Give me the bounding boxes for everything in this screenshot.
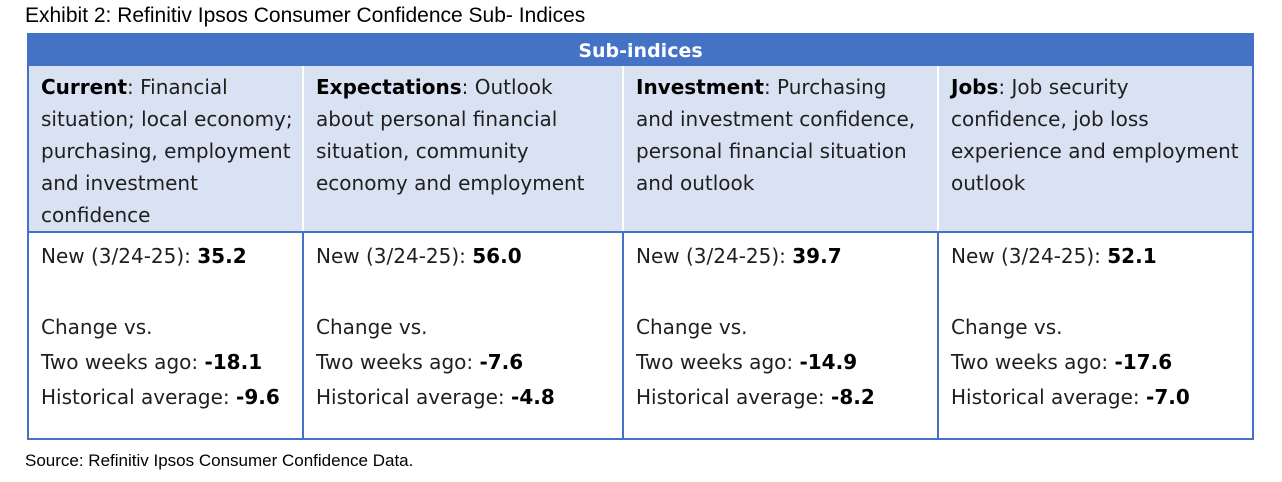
- source-note: Source: Refinitiv Ipsos Consumer Confide…: [25, 451, 414, 470]
- historical-line: Historical average: -7.0: [951, 380, 1248, 415]
- description-row: Current: Financial situation; local econ…: [29, 66, 1252, 233]
- historical-line: Historical average: -8.2: [636, 380, 933, 415]
- new-value-line: New (3/24-25): 35.2: [41, 239, 298, 274]
- change-label: Change vs.: [41, 315, 153, 339]
- sub-indices-table: Sub-indices Current: Financial situation…: [27, 33, 1254, 440]
- change-label: Change vs.: [316, 315, 428, 339]
- historical-label: Historical average:: [951, 385, 1147, 409]
- two-weeks-value: -17.6: [1114, 350, 1173, 374]
- historical-value: -4.8: [511, 385, 555, 409]
- index-description: : Purchasing and investment confidence, …: [636, 75, 916, 195]
- index-description: : Financial situation; local economy; pu…: [41, 75, 293, 227]
- table-header-row: Sub-indices: [29, 35, 1252, 66]
- new-label: New (3/24-25):: [636, 244, 793, 268]
- historical-line: Historical average: -4.8: [316, 380, 618, 415]
- two-weeks-value: -18.1: [204, 350, 263, 374]
- index-description: : Job security confidence, job loss expe…: [951, 75, 1239, 195]
- historical-value: -9.6: [236, 385, 280, 409]
- value-cell-expectations: New (3/24-25): 56.0 Change vs. Two weeks…: [302, 232, 623, 438]
- new-value: 39.7: [792, 244, 842, 268]
- two-weeks-label: Two weeks ago:: [41, 350, 205, 374]
- two-weeks-value: -14.9: [799, 350, 858, 374]
- new-value: 52.1: [1107, 244, 1157, 268]
- new-value-line: New (3/24-25): 52.1: [951, 239, 1248, 274]
- two-weeks-value: -7.6: [479, 350, 524, 374]
- new-value: 56.0: [472, 244, 522, 268]
- values-row: New (3/24-25): 35.2 Change vs. Two weeks…: [29, 232, 1252, 438]
- change-label: Change vs.: [951, 315, 1063, 339]
- historical-value: -8.2: [831, 385, 875, 409]
- two-weeks-label: Two weeks ago:: [951, 350, 1115, 374]
- new-value-line: New (3/24-25): 39.7: [636, 239, 933, 274]
- new-label: New (3/24-25):: [951, 244, 1108, 268]
- new-value-line: New (3/24-25): 56.0: [316, 239, 618, 274]
- desc-cell-investment: Investment: Purchasing and investment co…: [622, 66, 938, 233]
- two-weeks-line: Two weeks ago: -17.6: [951, 345, 1248, 380]
- change-label: Change vs.: [636, 315, 748, 339]
- sub-indices-grid: Sub-indices Current: Financial situation…: [29, 35, 1252, 438]
- value-cell-current: New (3/24-25): 35.2 Change vs. Two weeks…: [29, 232, 303, 438]
- index-name: Investment: [636, 75, 764, 99]
- two-weeks-label: Two weeks ago:: [316, 350, 480, 374]
- historical-line: Historical average: -9.6: [41, 380, 298, 415]
- desc-cell-jobs: Jobs: Job security confidence, job loss …: [937, 66, 1252, 233]
- value-cell-investment: New (3/24-25): 39.7 Change vs. Two weeks…: [622, 232, 938, 438]
- exhibit-title: Exhibit 2: Refinitiv Ipsos Consumer Conf…: [25, 4, 586, 27]
- new-value: 35.2: [197, 244, 247, 268]
- value-cell-jobs: New (3/24-25): 52.1 Change vs. Two weeks…: [937, 232, 1252, 438]
- two-weeks-line: Two weeks ago: -14.9: [636, 345, 933, 380]
- two-weeks-line: Two weeks ago: -18.1: [41, 345, 298, 380]
- two-weeks-label: Two weeks ago:: [636, 350, 800, 374]
- desc-cell-current: Current: Financial situation; local econ…: [29, 66, 303, 233]
- index-description: : Outlook about personal financial situa…: [316, 75, 585, 195]
- historical-label: Historical average:: [41, 385, 237, 409]
- index-name: Expectations: [316, 75, 462, 99]
- two-weeks-line: Two weeks ago: -7.6: [316, 345, 618, 380]
- new-label: New (3/24-25):: [41, 244, 198, 268]
- historical-label: Historical average:: [316, 385, 512, 409]
- historical-label: Historical average:: [636, 385, 832, 409]
- desc-cell-expectations: Expectations: Outlook about personal fin…: [302, 66, 623, 233]
- index-name: Jobs: [951, 75, 999, 99]
- index-name: Current: [41, 75, 128, 99]
- table-header: Sub-indices: [29, 35, 1252, 66]
- new-label: New (3/24-25):: [316, 244, 473, 268]
- historical-value: -7.0: [1146, 385, 1190, 409]
